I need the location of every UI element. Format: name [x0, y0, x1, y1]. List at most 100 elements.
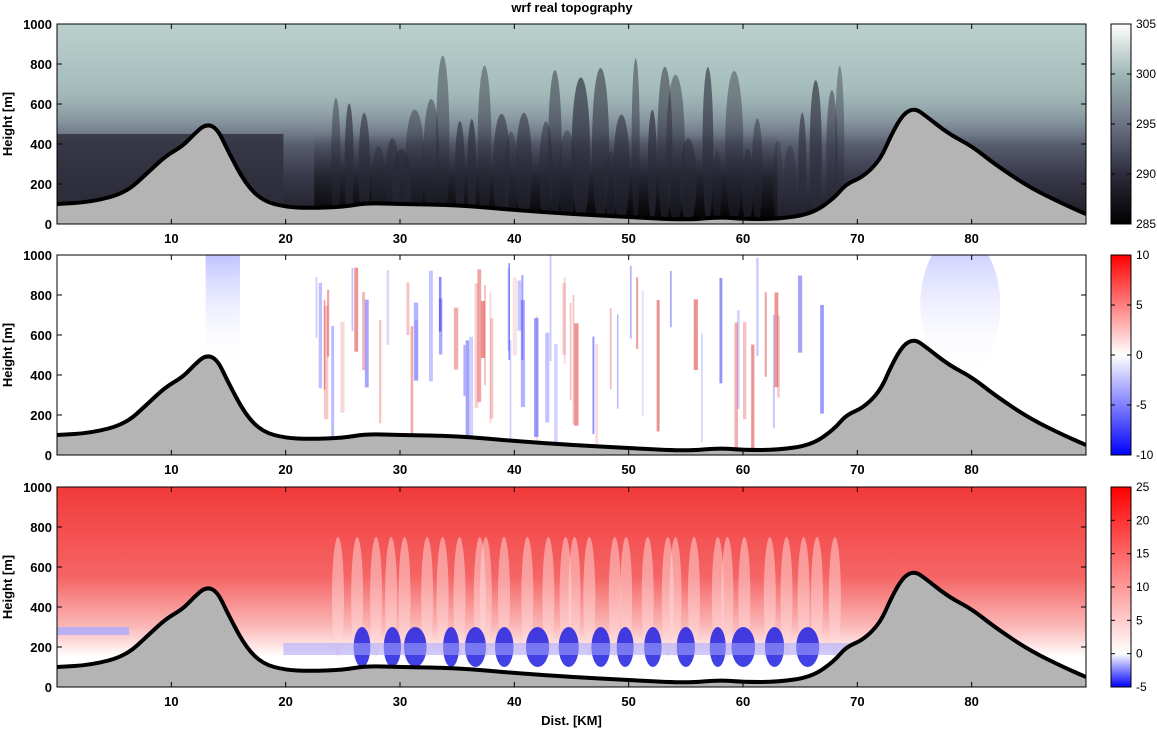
u-wave: [763, 537, 776, 657]
x-tick-label: 20: [278, 694, 292, 709]
x-tick-label: 10: [164, 694, 178, 709]
colorbar-tick-label: 10: [1136, 248, 1150, 262]
terrain-outline: [57, 107, 1086, 222]
w-streak: [549, 255, 552, 362]
x-tick-label: 70: [850, 462, 864, 477]
theta-plume: [783, 145, 797, 224]
w-streak: [554, 344, 558, 454]
x-tick-label: 10: [164, 231, 178, 246]
w-streak: [820, 304, 824, 414]
theta-plume: [405, 109, 425, 224]
x-tick-label: 60: [736, 231, 750, 246]
theta-plume: [741, 148, 754, 224]
u-wave: [568, 537, 581, 657]
w-streak: [364, 299, 369, 388]
colorbar-tick-label: 0: [1136, 348, 1143, 362]
w-streak: [354, 267, 359, 352]
u-wave: [351, 537, 364, 657]
w-streak: [318, 282, 323, 389]
theta-plume: [548, 70, 562, 224]
u-wave: [608, 537, 621, 657]
colorbar-tick-label: -5: [1136, 398, 1147, 412]
colorbar-tick-label: -10: [1136, 448, 1154, 462]
w-streak: [438, 276, 442, 332]
y-tick-label: 800: [30, 288, 52, 303]
w-streak: [736, 310, 740, 409]
w-streak: [477, 269, 482, 403]
y-tick-label: 400: [30, 368, 52, 383]
w-streak: [592, 336, 595, 435]
field-middle: [57, 255, 1086, 455]
theta-plume: [436, 55, 450, 224]
y-axis-label: Height [m]: [0, 92, 15, 156]
theta-plume: [558, 130, 576, 224]
w-streak: [453, 307, 459, 370]
w-streak: [428, 270, 433, 382]
u-wave: [669, 537, 682, 657]
u-wave: [398, 537, 411, 657]
u-wave: [641, 537, 654, 657]
colorbar-tick-label: 15: [1136, 547, 1150, 561]
w-streak: [743, 321, 747, 420]
w-streak: [629, 265, 632, 339]
theta-plume: [539, 121, 553, 224]
colorbar-tick-label: 305: [1136, 17, 1156, 31]
w-streak: [616, 314, 619, 409]
theta-plume: [826, 90, 838, 224]
theta-plume: [515, 112, 533, 224]
w-streak: [669, 270, 672, 328]
theta-plume: [647, 109, 657, 224]
w-streak: [776, 315, 780, 398]
y-axis-label: Height [m]: [0, 555, 15, 619]
u-wave: [828, 537, 841, 657]
colorbar-tick-label: 0: [1136, 647, 1143, 661]
w-streak: [410, 325, 414, 441]
w-streak: [508, 263, 510, 360]
y-tick-label: 1000: [23, 17, 52, 32]
w-streak: [386, 270, 390, 345]
w-streak: [414, 320, 419, 380]
x-tick-label: 70: [850, 231, 864, 246]
w-streak: [340, 321, 345, 413]
theta-plume: [798, 112, 807, 224]
u-wave: [687, 537, 700, 657]
w-streak: [693, 299, 698, 370]
w-streak: [507, 268, 510, 351]
w-streak: [772, 314, 775, 429]
w-streak: [327, 290, 330, 357]
colorbar-tick-label: 300: [1136, 67, 1156, 81]
theta-plume: [809, 80, 822, 224]
y-tick-label: 200: [30, 640, 52, 655]
w-streak: [719, 277, 723, 384]
x-tick-label: 30: [393, 694, 407, 709]
w-streak: [362, 292, 366, 371]
x-axis-label: Dist. [KM]: [541, 713, 602, 728]
panel-middle: 10 20 30 40 50 60 70 8002004006008001000Height …: [0, 248, 1154, 477]
theta-plume: [344, 103, 354, 224]
w-streak: [490, 318, 494, 419]
w-streak: [797, 275, 803, 353]
theta-plume: [467, 118, 477, 224]
u-wave: [711, 537, 724, 657]
w-streak: [469, 336, 474, 441]
y-tick-label: 400: [30, 137, 52, 152]
colorbar-tick-label: 5: [1136, 613, 1143, 627]
u-wave: [542, 537, 555, 657]
colorbar-tick-label: 290: [1136, 167, 1156, 181]
theta-plume: [835, 65, 845, 224]
w-streak: [413, 302, 419, 381]
u-wave: [385, 537, 398, 657]
w-streak: [323, 299, 326, 390]
w-streak: [474, 283, 479, 408]
theta-plume: [631, 58, 640, 224]
w-streak: [331, 325, 335, 455]
x-tick-label: 20: [278, 462, 292, 477]
panel-top: 10 20 30 40 50 60 70 8002004006008001000Height …: [0, 17, 1156, 246]
y-tick-label: 200: [30, 177, 52, 192]
figure-title: wrf real topography: [510, 0, 633, 15]
w-streak: [562, 282, 566, 355]
theta-plume: [613, 114, 630, 224]
u-wave: [780, 537, 793, 657]
w-streak: [512, 277, 518, 356]
theta-plume: [702, 67, 714, 224]
